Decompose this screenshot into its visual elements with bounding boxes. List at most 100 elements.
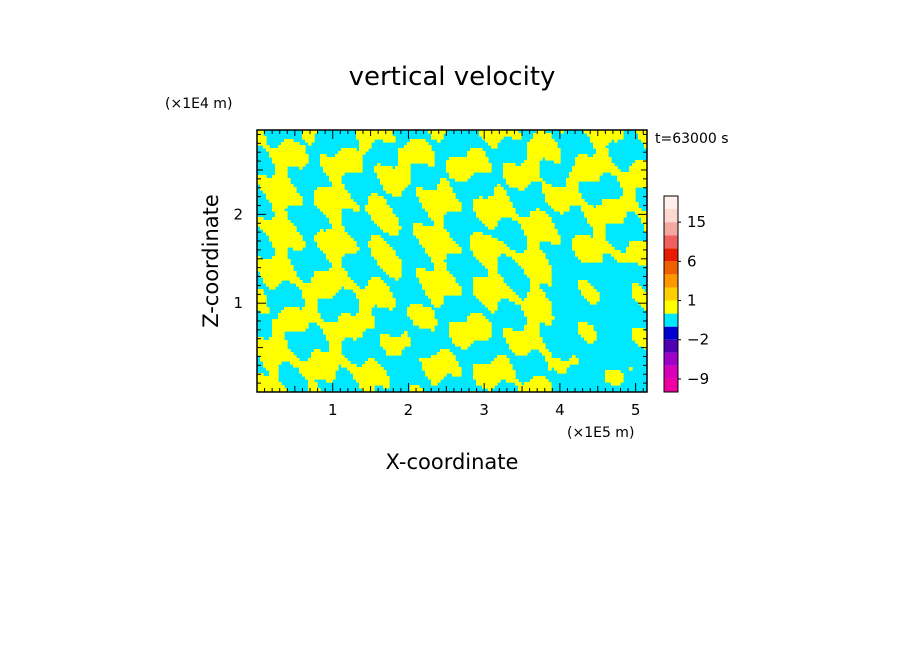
field-band — [515, 259, 549, 263]
field-band — [422, 205, 462, 209]
field-band — [302, 136, 315, 140]
field-band — [425, 289, 462, 293]
field-band — [548, 364, 570, 368]
field-band — [548, 367, 552, 371]
field-band — [371, 277, 381, 281]
field-band — [353, 289, 390, 293]
field-band — [479, 196, 483, 200]
field-band — [377, 172, 411, 176]
field-band — [473, 376, 516, 380]
field-band — [440, 181, 450, 185]
field-band — [584, 211, 627, 215]
x-unit-label: (×1E5 m) — [567, 425, 634, 441]
field-band — [431, 133, 444, 137]
field-band — [383, 385, 390, 389]
field-band — [593, 235, 606, 239]
field-band — [317, 232, 348, 236]
field-band — [368, 202, 387, 206]
field-band — [587, 298, 600, 302]
field-band — [479, 259, 498, 263]
field-band — [560, 211, 564, 215]
field-band — [434, 304, 441, 308]
field-band — [476, 379, 501, 383]
field-band — [533, 136, 552, 140]
field-band — [479, 130, 519, 134]
field-band — [617, 259, 647, 263]
field-band — [278, 313, 321, 317]
field-band — [503, 169, 540, 173]
x-tick-label: 2 — [404, 401, 414, 419]
field-band — [425, 292, 462, 296]
field-band — [521, 304, 552, 308]
field-band — [353, 376, 390, 380]
field-band — [482, 136, 504, 140]
field-band — [617, 175, 647, 179]
field-band — [569, 172, 603, 176]
field-band — [515, 382, 522, 386]
field-band — [614, 256, 647, 260]
field-band — [431, 301, 444, 305]
field-band — [323, 250, 357, 254]
colorbar-level — [664, 196, 678, 210]
field-band — [269, 370, 279, 374]
field-band — [344, 286, 360, 290]
field-band — [476, 256, 498, 260]
chart-title: vertical velocity — [349, 62, 556, 92]
field-band — [329, 349, 342, 353]
field-band — [446, 166, 492, 170]
field-band — [641, 304, 647, 308]
field-band — [572, 355, 576, 359]
field-band — [527, 316, 555, 320]
x-axis-ticks: 1 2 3 4 5 — [264, 130, 644, 419]
field-band — [527, 319, 552, 323]
field-band — [284, 307, 300, 311]
field-band — [620, 181, 647, 185]
field-band — [593, 232, 606, 236]
field-band — [638, 136, 647, 140]
field-band — [419, 277, 456, 281]
field-band — [506, 253, 546, 257]
field-band — [302, 295, 333, 299]
field-band — [524, 382, 552, 386]
field-band — [365, 208, 393, 212]
field-band — [272, 205, 288, 209]
field-band — [515, 301, 552, 305]
field-band — [410, 385, 420, 389]
field-band — [578, 286, 594, 290]
field-band — [257, 136, 267, 140]
field-band — [449, 172, 474, 176]
field-band — [260, 274, 297, 278]
field-band — [506, 340, 543, 344]
field-band — [308, 388, 321, 392]
field-band — [449, 322, 492, 326]
field-band — [431, 298, 444, 302]
field-band — [269, 199, 303, 203]
field-band — [257, 385, 285, 389]
field-band — [476, 382, 498, 386]
field-band — [584, 337, 597, 341]
field-band — [266, 193, 300, 197]
field-band — [329, 346, 342, 350]
field-band — [467, 316, 486, 320]
field-band — [566, 181, 579, 185]
field-band — [302, 307, 318, 311]
colorbar: 15 6 1 −2 −9 — [664, 196, 709, 392]
field-band — [611, 253, 647, 257]
field-band — [602, 202, 639, 206]
field-band — [488, 268, 498, 272]
field-band — [518, 187, 525, 191]
field-band — [299, 166, 303, 170]
field-band — [266, 232, 300, 236]
field-band — [431, 136, 444, 140]
field-band — [578, 331, 597, 335]
field-band — [431, 217, 444, 221]
field-band — [512, 217, 552, 221]
field-band — [380, 226, 402, 230]
field-band — [359, 385, 375, 389]
field-band — [368, 283, 387, 287]
field-band — [413, 223, 423, 227]
field-band — [527, 322, 540, 326]
field-band — [554, 367, 567, 371]
field-band — [365, 205, 390, 209]
field-band — [635, 340, 647, 344]
